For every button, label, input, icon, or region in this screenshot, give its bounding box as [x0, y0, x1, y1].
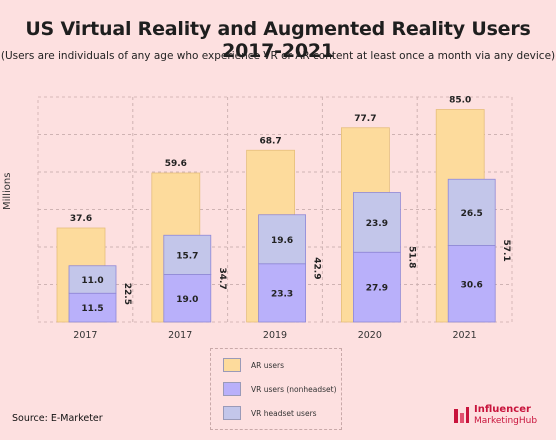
data-label-vr-nonheadset: 27.9 [366, 284, 388, 294]
data-label-vr-nonheadset: 23.3 [271, 289, 293, 299]
logo-mark-icon [454, 407, 469, 423]
legend-label-vr-nonheadset: VR users (nonheadset) [251, 384, 337, 394]
source-note: Source: E-Marketer [12, 413, 103, 424]
data-label-vr-headset: 26.5 [461, 209, 483, 219]
bar-vr-headset [258, 214, 307, 265]
legend-item-ar: AR users [223, 357, 284, 373]
data-label-vr-headset: 23.9 [366, 219, 388, 229]
legend: AR users VR users (nonheadset) VR headse… [210, 348, 342, 430]
x-tick-label: 2020 [358, 330, 382, 341]
data-label-vr-nonheadset: 30.6 [461, 280, 483, 290]
bar-vr-headset [68, 265, 117, 294]
x-tick-label: 2021 [453, 330, 477, 341]
legend-swatch-ar [223, 358, 241, 372]
data-label-ar: 85.0 [449, 96, 471, 106]
data-label-vr-headset: 11.0 [81, 276, 103, 286]
data-label-vr-total: 51.8 [406, 246, 416, 268]
bar-vr-headset [352, 192, 401, 253]
legend-item-vr-headset: VR headset users [223, 405, 317, 421]
data-label-vr-nonheadset: 19.0 [176, 295, 198, 305]
logo-text-line1: Influencer [474, 404, 531, 415]
data-label-ar: 77.7 [354, 114, 376, 124]
legend-label-vr-headset: VR headset users [251, 408, 317, 418]
data-label-vr-total: 34.7 [217, 268, 227, 290]
chart-subtitle: (Users are individuals of any age who ex… [0, 50, 556, 62]
data-label-vr-total: 22.5 [122, 283, 132, 305]
data-label-vr-nonheadset: 11.5 [81, 304, 103, 314]
bar-vr-nonheadset [163, 274, 212, 323]
brand-logo: Influencer MarketingHub [452, 402, 552, 430]
data-label-vr-total: 57.1 [501, 240, 511, 262]
legend-swatch-vr-nonheadset [223, 382, 241, 396]
bar-vr-nonheadset [447, 245, 496, 323]
data-label-ar: 59.6 [165, 159, 187, 169]
bar-vr-nonheadset [352, 251, 401, 323]
logo-text-line2: MarketingHub [474, 416, 538, 426]
chart-title: US Virtual Reality and Augmented Reality… [25, 18, 531, 62]
bar-vr-nonheadset [68, 292, 117, 323]
x-tick-label: 2017 [168, 330, 192, 341]
bar-vr-headset [447, 178, 496, 246]
data-label-ar: 37.6 [70, 214, 92, 224]
x-tick-label: 2019 [263, 330, 287, 341]
data-label-vr-total: 42.9 [312, 257, 322, 279]
data-label-vr-headset: 15.7 [176, 251, 198, 261]
data-label-ar: 68.7 [259, 136, 281, 146]
bar-vr-nonheadset [258, 263, 307, 323]
legend-item-vr-nonheadset: VR users (nonheadset) [223, 381, 337, 397]
legend-swatch-vr-headset [223, 406, 241, 420]
legend-label-ar: AR users [251, 360, 284, 370]
data-label-vr-headset: 19.6 [271, 236, 293, 246]
bar-vr-headset [163, 234, 212, 275]
x-tick-label: 2017 [73, 330, 97, 341]
